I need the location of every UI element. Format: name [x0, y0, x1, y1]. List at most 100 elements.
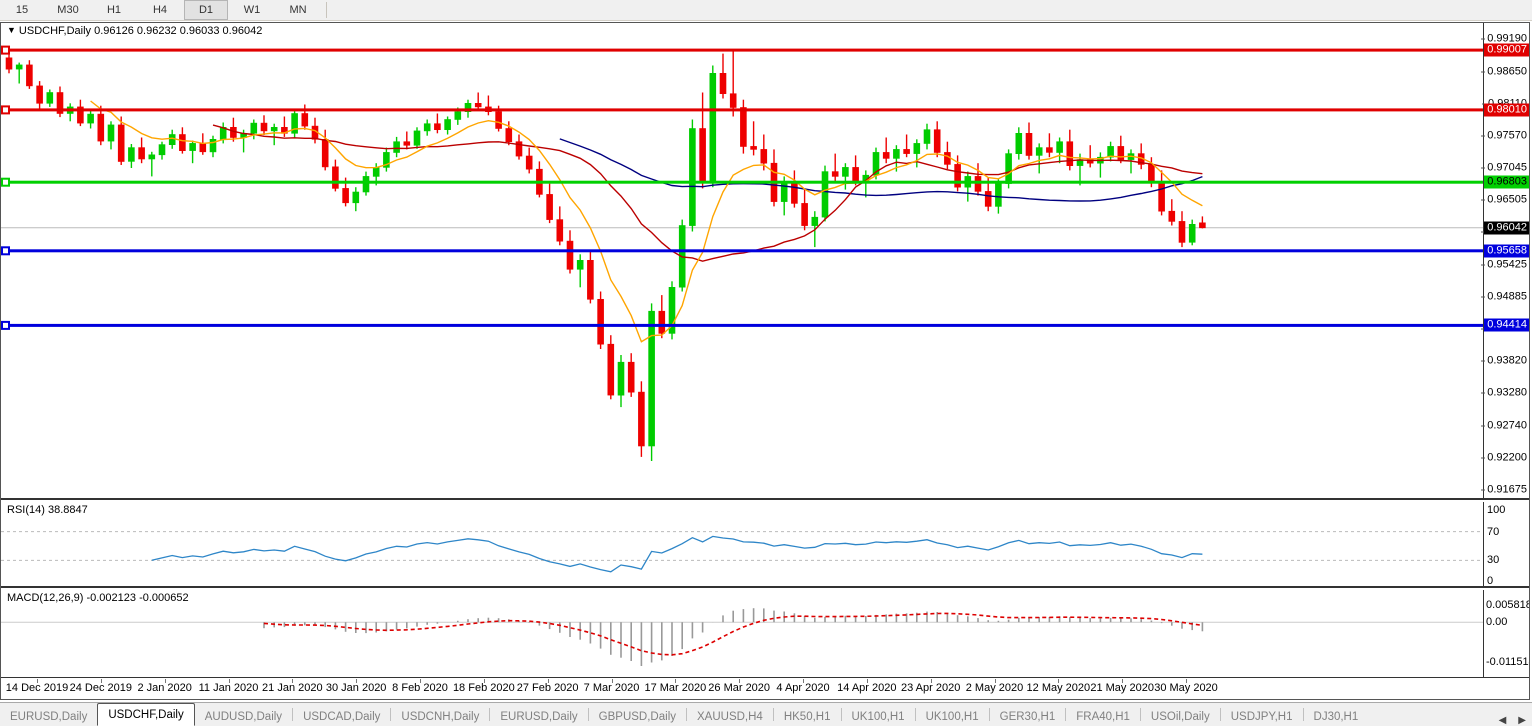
chart-tab-usdjpy-h1[interactable]: USDJPY,H1: [1230, 710, 1293, 723]
price-tag-blue[interactable]: 0.95658: [1484, 244, 1529, 258]
date-axis-label: 12 May 2020: [1026, 682, 1091, 694]
date-axis-label: 2 May 2020: [965, 682, 1024, 694]
date-tick-mark: [164, 679, 166, 683]
price-tick-mark: [1481, 199, 1486, 201]
date-axis-label: 27 Feb 2020: [516, 682, 579, 694]
chart-tab-hk50-h1[interactable]: HK50,H1: [783, 710, 831, 723]
price-tick-mark: [1481, 425, 1486, 427]
date-axis-label: 18 Feb 2020: [452, 682, 515, 694]
chart-tab-dj30-h1[interactable]: DJ30,H1: [1313, 710, 1359, 723]
date-axis-label: 30 May 2020: [1154, 682, 1218, 694]
timeframe-button-h4[interactable]: H4: [152, 4, 168, 16]
tab-separator: [587, 708, 589, 721]
price-tag-green[interactable]: 0.96803: [1484, 175, 1529, 189]
timeframe-toolbar: 15 M30 H1 H4 D1 W1 MN: [0, 0, 1532, 21]
date-axis-label: 23 Apr 2020: [900, 682, 961, 694]
tab-scroll-right-icon[interactable]: ▶: [1518, 715, 1526, 726]
date-tick-mark: [1122, 679, 1124, 683]
timeframe-button-m30[interactable]: M30: [57, 4, 79, 16]
price-pane[interactable]: ▼ USDCHF,Daily 0.96126 0.96232 0.96033 0.…: [1, 23, 1529, 500]
price-tick-label: 0.98650: [1481, 66, 1527, 77]
price-tick-mark: [1481, 38, 1486, 40]
price-pane-title: ▼ USDCHF,Daily 0.96126 0.96232 0.96033 0.…: [7, 25, 262, 37]
date-tick-mark: [547, 679, 549, 683]
date-tick-mark: [420, 679, 421, 683]
rsi-pane[interactable]: RSI(14) 38.8847 100 70 30 0: [1, 502, 1529, 588]
chart-tab-usoil-daily[interactable]: USOil,Daily: [1150, 710, 1210, 723]
macd-svg: [1, 608, 1483, 666]
chart-tab-fra40-h1[interactable]: FRA40,H1: [1076, 710, 1130, 723]
price-tick-mark: [1481, 264, 1486, 266]
date-tick-mark: [739, 679, 741, 683]
price-tick-mark: [1481, 489, 1486, 490]
date-axis-label: 14 Apr 2020: [837, 682, 897, 694]
toolbar-separator: [326, 2, 327, 18]
date-axis-label: 4 Apr 2020: [776, 682, 830, 694]
timeframe-button-15[interactable]: 15: [15, 4, 29, 16]
date-tick-mark: [100, 679, 102, 683]
price-tick-label: 0.96505: [1481, 194, 1527, 206]
chart-tab-eurusd-daily[interactable]: EURUSD,Daily: [10, 710, 88, 723]
timeframe-button-d1[interactable]: D1: [184, 0, 228, 20]
price-tick-label: 0.97570: [1481, 130, 1527, 142]
rsi-plot-area[interactable]: [1, 502, 1483, 586]
collapse-triangle-icon[interactable]: ▼: [7, 25, 16, 35]
tab-scroll-left-icon[interactable]: ◀: [1498, 715, 1507, 726]
macd-tick-label: 0.005818: [1486, 599, 1529, 611]
rsi-svg: [1, 531, 1483, 573]
tab-nav-controls: ◀ ▶: [1499, 715, 1532, 726]
chart-tab-uk100-h1[interactable]: UK100,H1: [925, 710, 979, 723]
chart-tab-eurusd-daily[interactable]: EURUSD,Daily: [500, 710, 578, 723]
chart-tab-usdcad-daily[interactable]: USDCAD,Daily: [303, 710, 381, 723]
date-axis-label: 14 Dec 2019: [5, 682, 69, 694]
price-tick-label: 0.93820: [1481, 355, 1527, 366]
price-tag-black[interactable]: 0.96042: [1484, 221, 1529, 235]
price-tag-red[interactable]: 0.98010: [1484, 103, 1529, 117]
rsi-tick-label: 0: [1487, 575, 1494, 587]
date-tick-mark: [866, 679, 868, 683]
tab-separator: [772, 708, 774, 721]
price-tick-label: 0.91675: [1481, 484, 1527, 495]
tab-separator: [1065, 708, 1067, 721]
date-tick-mark: [930, 679, 932, 683]
price-scale[interactable]: 0.991900.986500.981100.975700.970450.965…: [1481, 23, 1529, 498]
price-tick-label: 0.92740: [1481, 420, 1527, 431]
date-tick-mark: [994, 679, 996, 683]
macd-pane[interactable]: MACD(12,26,9) -0.002123 -0.000652 0.0058…: [1, 590, 1529, 678]
rsi-pane-title: RSI(14) 38.8847: [7, 504, 88, 516]
macd-tick-label: -0.011514: [1486, 656, 1529, 668]
rsi-tick-label: 70: [1487, 525, 1500, 538]
chart-tab-usdcnh-daily[interactable]: USDCNH,Daily: [401, 710, 480, 723]
chart-tab-xauusd-h4[interactable]: XAUUSD,H4: [697, 710, 763, 723]
date-axis-label: 17 Mar 2020: [644, 682, 707, 694]
tab-separator: [988, 708, 990, 721]
macd-plot-area[interactable]: [1, 590, 1483, 677]
date-axis-label: 21 May 2020: [1090, 682, 1154, 694]
date-tick-mark: [483, 679, 485, 683]
candlestick-svg: [1, 45, 1483, 461]
date-axis-label: 7 Mar 2020: [583, 682, 640, 694]
timeframe-button-h1[interactable]: H1: [106, 4, 122, 16]
price-plot-area[interactable]: [1, 23, 1483, 498]
chart-tab-usdchf-daily[interactable]: USDCHF,Daily: [97, 703, 195, 726]
price-tick-mark: [1481, 231, 1486, 233]
tab-separator: [390, 708, 392, 721]
date-tick-mark: [611, 679, 613, 683]
timeframe-button-mn[interactable]: MN: [289, 4, 307, 16]
chart-tab-gbpusd-daily[interactable]: GBPUSD,Daily: [598, 710, 676, 723]
tab-separator: [686, 708, 687, 721]
date-tick-mark: [803, 679, 804, 683]
price-tick-mark: [1481, 296, 1486, 298]
price-tag-red[interactable]: 0.99007: [1484, 43, 1529, 57]
chart-tab-ger30-h1[interactable]: GER30,H1: [999, 710, 1056, 723]
macd-pane-title: MACD(12,26,9) -0.002123 -0.000652: [7, 592, 189, 604]
date-axis-label: 26 Mar 2020: [708, 682, 771, 694]
price-tag-blue[interactable]: 0.94414: [1484, 318, 1529, 332]
price-tick-mark: [1481, 167, 1486, 169]
date-axis[interactable]: 14 Dec 2019 24 Dec 2019 2 Jan 2020 11 Jan 2…: [1, 679, 1529, 699]
price-tick-label: 0.95425: [1481, 259, 1527, 270]
chart-tab-audusd-daily[interactable]: AUDUSD,Daily: [204, 710, 283, 723]
timeframe-button-w1[interactable]: W1: [243, 4, 261, 16]
chart-tab-uk100-h1[interactable]: UK100,H1: [851, 710, 905, 723]
date-axis-label: 30 Jan 2020: [325, 682, 387, 694]
